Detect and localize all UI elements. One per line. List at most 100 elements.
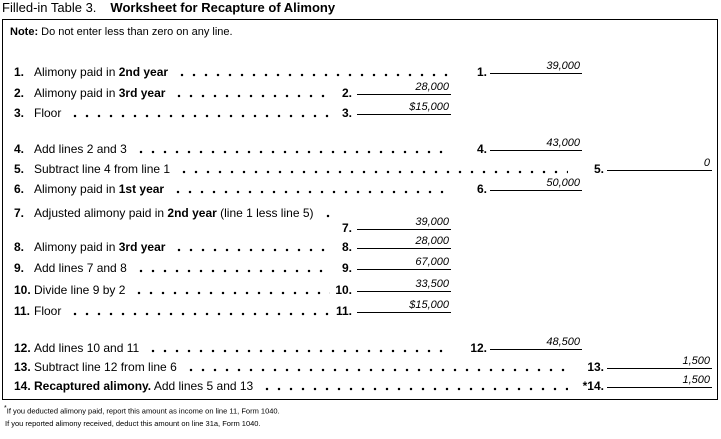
label-text: Add lines 2 and 3 — [34, 142, 127, 156]
worksheet-line: 1. Alimony paid in 2nd year — [14, 65, 456, 80]
field-value: 28,000 — [357, 235, 451, 249]
field-value: $15,000 — [357, 101, 451, 115]
line-label: Floor — [34, 106, 61, 121]
worksheet-line: 6. Alimony paid in 1st year — [14, 182, 456, 197]
worksheet-line: 4. Add lines 2 and 3 — [14, 142, 456, 157]
field-value: 50,000 — [490, 177, 582, 191]
label-text: (line 1 less line 5) — [216, 206, 314, 220]
line-label: Alimony paid in 3rd year — [34, 240, 165, 255]
note: Note: Do not enter less than zero on any… — [10, 26, 233, 38]
field-label: 6. — [476, 182, 487, 196]
field-value: 28,000 — [357, 81, 451, 95]
label-text: Floor — [34, 106, 62, 120]
line-number: 4. — [14, 142, 25, 156]
field-value: 43,000 — [490, 137, 582, 151]
line-label: Subtract line 4 from line 1 — [34, 162, 170, 177]
label-bold: 3rd year — [118, 86, 166, 100]
line-number: 1. — [14, 65, 25, 79]
label-text: Alimony paid in — [34, 65, 119, 79]
footnote-text: If you reported alimony received, deduct… — [5, 419, 261, 428]
label-text: Alimony paid in — [34, 182, 119, 196]
worksheet-line: 10. Divide line 9 by 2 — [14, 283, 336, 298]
line-label: Alimony paid in 1st year — [34, 182, 164, 197]
line-label: Adjusted alimony paid in 2nd year (line … — [34, 206, 314, 221]
field-label: 2. — [341, 86, 352, 100]
leader-dots — [176, 73, 450, 77]
leader-dots — [69, 312, 330, 316]
field-value: 1,500 — [607, 355, 712, 369]
worksheet-box — [2, 19, 718, 400]
line-number: 13. — [14, 360, 31, 374]
field-value: 67,000 — [357, 256, 451, 270]
label-text: Subtract line 12 from line 6 — [34, 360, 177, 374]
field-value: 33,500 — [357, 278, 451, 292]
label-text: Divide line 9 by 2 — [34, 283, 126, 297]
field-label: 7. — [341, 221, 352, 235]
title-prefix: Filled-in Table 3. — [2, 0, 97, 15]
field-label: 10. — [335, 283, 352, 297]
line-label: Add lines 2 and 3 — [34, 142, 127, 157]
worksheet-line: 2. Alimony paid in 3rd year — [14, 86, 336, 101]
label-bold: 1st year — [118, 182, 165, 196]
title: Filled-in Table 3. Worksheet for Recaptur… — [2, 0, 335, 15]
line-number: 14. — [14, 379, 31, 393]
footnote: If you reported alimony received, deduct… — [5, 419, 261, 428]
leader-dots — [178, 170, 568, 174]
line-label: Floor — [34, 304, 61, 319]
label-text: Add lines 7 and 8 — [34, 261, 127, 275]
label-text: Add lines 10 and 11 — [34, 341, 140, 355]
label-bold: 2nd year — [167, 206, 217, 220]
field-label: 5. — [593, 162, 604, 176]
worksheet-line: 5. Subtract line 4 from line 1 — [14, 162, 574, 177]
line-number: 10. — [14, 283, 31, 297]
footnote-text: If you deducted alimony paid, report thi… — [6, 406, 280, 416]
leader-dots — [184, 368, 568, 372]
label-text: Subtract line 4 from line 1 — [34, 162, 171, 176]
field-label: 8. — [341, 240, 352, 254]
line-number: 5. — [14, 162, 25, 176]
worksheet-line: 3. Floor — [14, 106, 336, 121]
leader-dots — [321, 214, 330, 218]
note-label: Note: — [10, 26, 39, 38]
leader-dots — [134, 269, 330, 273]
footnote-marker: * — [4, 405, 7, 412]
worksheet-line: 14. Recaptured alimony. Add lines 5 and 1… — [14, 379, 574, 394]
line-number: 6. — [14, 182, 25, 196]
leader-dots — [261, 387, 568, 391]
line-number: 12. — [14, 341, 31, 355]
line-label: Divide line 9 by 2 — [34, 283, 125, 298]
note-text: Do not enter less than zero on any line. — [41, 26, 233, 38]
footnote: *If you deducted alimony paid, report th… — [4, 405, 280, 416]
leader-dots — [147, 349, 450, 353]
label-text: Add lines 5 and 13 — [151, 379, 254, 393]
worksheet-line: 13. Subtract line 12 from line 6 — [14, 360, 574, 375]
label-text: Floor — [34, 304, 62, 318]
leader-dots — [173, 248, 330, 252]
line-label: Alimony paid in 2nd year — [34, 65, 168, 80]
field-label: 1. — [476, 65, 487, 79]
label-text: Alimony paid in — [34, 86, 119, 100]
leader-dots — [173, 94, 330, 98]
line-label: Recaptured alimony. Add lines 5 and 13 — [34, 379, 253, 394]
label-bold: Recaptured alimony. — [34, 379, 152, 393]
field-value: 48,500 — [490, 336, 582, 350]
field-label: 4. — [476, 142, 487, 156]
leader-dots — [69, 114, 330, 118]
field-value: 0 — [607, 157, 712, 171]
line-number: 3. — [14, 106, 25, 120]
line-label: Add lines 7 and 8 — [34, 261, 127, 276]
label-bold: 2nd year — [118, 65, 169, 79]
field-label: 11. — [335, 304, 352, 318]
worksheet-line: 11. Floor — [14, 304, 336, 319]
line-label: Add lines 10 and 11 — [34, 341, 139, 356]
worksheet-line: 9. Add lines 7 and 8 — [14, 261, 336, 276]
line-label: Alimony paid in 3rd year — [34, 86, 165, 101]
line-number: 8. — [14, 240, 25, 254]
worksheet-line: 8. Alimony paid in 3rd year — [14, 240, 336, 255]
field-value: 39,000 — [490, 60, 582, 74]
line-number: 9. — [14, 261, 25, 275]
field-label: 3. — [341, 106, 352, 120]
field-value: 39,000 — [357, 216, 451, 230]
line-number: 11. — [14, 304, 31, 318]
field-label: 9. — [341, 261, 352, 275]
